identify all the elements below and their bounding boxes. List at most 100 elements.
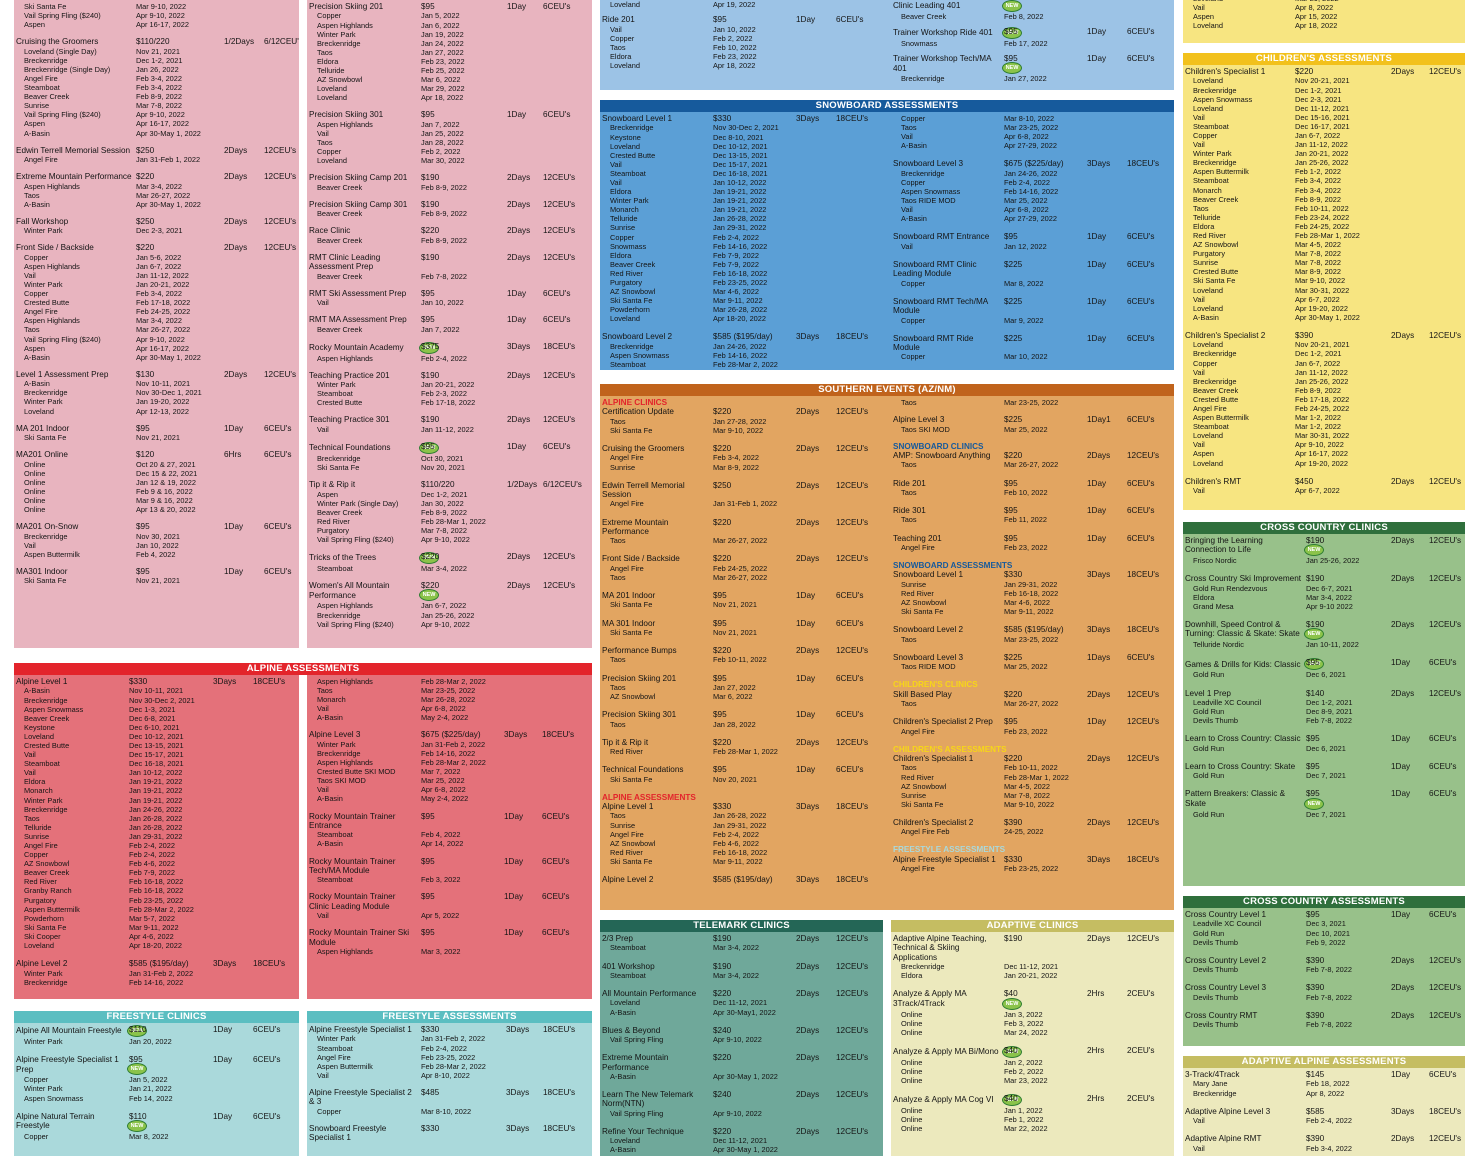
session-date: Mar 30, 2022 <box>421 156 465 166</box>
session-date: Jan 27, 2022 <box>713 682 756 692</box>
session-row: Loveland Apr 19-20, 2022 <box>1183 459 1465 468</box>
session-location: Monarch <box>24 786 53 796</box>
session-row: Copper Feb 2, 2022 <box>307 147 592 156</box>
session-row: Aspen Snowmass Dec 2-3, 2021 <box>1183 95 1465 104</box>
session-row: Vail Jan 11-12, 2022 <box>1183 140 1465 149</box>
session-row: Loveland Mar 30, 2022 <box>307 156 592 165</box>
course-duration: 2Days <box>507 173 531 183</box>
session-row: Vail Spring Fling ($240) Apr 9-10, 2022 <box>307 535 592 544</box>
session-date: Apr 6-8, 2022 <box>421 785 466 795</box>
course-ceu: 12CEU's <box>1127 689 1160 699</box>
session-location: Steamboat <box>317 1043 353 1053</box>
session-location: Ski Santa Fe <box>610 627 653 637</box>
session-location: Gold Run <box>1193 743 1225 753</box>
course-name: Snowboard Level 2 <box>602 332 673 342</box>
session-row: Angel Fire Feb 24-25, 2022 <box>891 827 1174 836</box>
course-ceu: 12CEU's <box>1429 1134 1462 1144</box>
course-title-row: Trainer Workshop Ride 401 NEW $95 1Day 6CEU'… <box>891 27 1174 40</box>
course-price: $190 <box>421 252 440 262</box>
course-ceu: 6CEU's <box>253 1055 281 1065</box>
session-location: Online <box>901 1018 923 1028</box>
course-price: $390 <box>1295 330 1314 340</box>
session-location: Steamboat <box>610 168 646 178</box>
session-row: AZ Snowbowl Mar 4-5, 2022 <box>1183 240 1465 249</box>
session-location: AZ Snowbowl <box>1193 240 1239 250</box>
session-date: Mar 26-27, 2022 <box>713 572 768 582</box>
course-duration: 1Day <box>507 441 527 451</box>
course-ceu: 6CEU's <box>1127 54 1155 64</box>
session-location: Purgatory <box>610 278 643 287</box>
course-duration: 1Day <box>1391 658 1411 668</box>
session-location: Loveland <box>1193 340 1223 350</box>
session-location: A-Basin <box>901 141 927 151</box>
session-row: Online Mar 22, 2022 <box>891 1124 1174 1133</box>
session-date: Mar 8-10, 2022 <box>421 1106 472 1116</box>
session-row: Winter Park Jan 20, 2022 <box>14 1037 299 1046</box>
session-location: Vail Spring Fling ($240) <box>24 11 101 21</box>
course-entry: Alpine All Mountain Freestyle NEW $110 1Day… <box>14 1025 299 1055</box>
session-location: Beaver Creek <box>317 507 363 517</box>
session-location: Gold Run <box>1193 809 1225 819</box>
session-date: Jan 10-11, 2022 <box>1306 640 1359 650</box>
course-ceu: 18CEU's <box>836 332 869 342</box>
session-date: Feb 24-25, 2022 <box>713 563 768 573</box>
course-duration: 2Days <box>796 1025 820 1035</box>
session-location: Angel Fire <box>610 453 644 463</box>
session-location: Winter Park <box>610 196 649 206</box>
session-row: Taos Jan 27, 2022 <box>307 48 592 57</box>
course-ceu: 12CEU's <box>836 934 869 943</box>
session-date: Mar 7-8, 2022 <box>1295 249 1342 259</box>
session-row: Copper Feb 2-4, 2022 <box>600 233 883 242</box>
course-title-row: AMP: Snowboard Anything $220 2Days 12CEU's <box>891 451 1174 460</box>
session-date: Oct 30, 2021 <box>421 453 464 463</box>
session-location: Vail <box>317 424 329 434</box>
session-row: Breckenridge Jan 25-26, 2022 <box>1183 377 1465 386</box>
course-price: $95 <box>136 423 150 433</box>
session-row: Copper Mar 8-10, 2022 <box>307 1107 592 1116</box>
session-date: Apr 30-May 1, 2022 <box>136 128 201 138</box>
session-row: Telluride Feb 25, 2022 <box>307 66 592 75</box>
session-date: Jan 19-21, 2022 <box>713 196 767 206</box>
course-name: Downhill, Speed Control & Turning: Class… <box>1185 620 1300 639</box>
session-row: AZ Snowbowl Mar 4-6, 2022 <box>600 287 883 296</box>
course-duration: 1Day <box>224 566 244 576</box>
session-date: Feb 7-8, 2022 <box>1306 716 1353 726</box>
session-date: Mar 7-8, 2022 <box>1295 258 1342 268</box>
course-ceu: 12CEU's <box>1429 1010 1462 1020</box>
course-price: $390 <box>1004 817 1023 827</box>
session-date: Feb 17, 2022 <box>1004 39 1048 49</box>
course-entry: Loveland Apr 19, 2022 <box>600 0 883 15</box>
session-row: Winter Park Jan 20-21, 2022 <box>1183 149 1465 158</box>
session-location: Steamboat <box>317 389 353 399</box>
alpine-assessments-col-right: Aspen Highlands Feb 28-Mar 2, 2022 Taos Mar… <box>307 677 592 999</box>
session-date: Mar 30-31, 2022 <box>1295 285 1350 295</box>
session-date: Feb 7-9, 2022 <box>713 250 760 260</box>
session-location: Vail <box>610 24 622 34</box>
course-title-row: Cross Country Level 3 $390 2Days 12CEU's <box>1183 983 1465 992</box>
session-location: Winter Park <box>1193 149 1232 159</box>
course-name: Skill Based Play <box>893 689 952 699</box>
course-title-row: Technical Foundations $95 1Day 6CEU's <box>600 765 883 774</box>
session-date: Jan 29-31, 2022 <box>713 820 767 830</box>
course-title-row: Precision Skiing 201 $95 1Day 6CEU's <box>600 674 883 683</box>
session-date: Dec 7, 2021 <box>1306 809 1346 819</box>
session-date: Jan 5, 2022 <box>129 1075 168 1085</box>
session-location: Loveland <box>1193 431 1223 441</box>
session-date: Feb 10, 2022 <box>1004 487 1048 497</box>
course-ceu: 12CEU's <box>1429 955 1462 965</box>
session-location: Aspen Highlands <box>317 353 373 363</box>
course-title-row: Pattern Breakers: Classic & Skate NEW $95 1… <box>1183 789 1465 810</box>
session-row: Steamboat Dec 16-17, 2021 <box>1183 122 1465 131</box>
course-price: $190 <box>421 199 440 209</box>
session-date: Jan 25-26, 2022 <box>421 610 475 620</box>
session-row: Ski Santa Fe Mar 9-11, 2022 <box>600 296 883 305</box>
course-title-row: Downhill, Speed Control & Turning: Class… <box>1183 620 1465 641</box>
course-price: $190 <box>421 370 440 380</box>
course-name: Ride 301 <box>893 506 926 515</box>
snowboard-assessments-panel: SNOWBOARD ASSESSMENTS Snowboard Level 1 $… <box>600 100 1174 370</box>
session-location: Red River <box>610 268 643 278</box>
course-name: Extreme Mountain Performance <box>602 517 669 536</box>
course-title-row: MA 301 Indoor $95 1Day 6CEU's <box>600 619 883 628</box>
session-location: Red River <box>610 847 643 857</box>
session-row: Taos Mar 23-25, 2022 <box>891 123 1174 132</box>
